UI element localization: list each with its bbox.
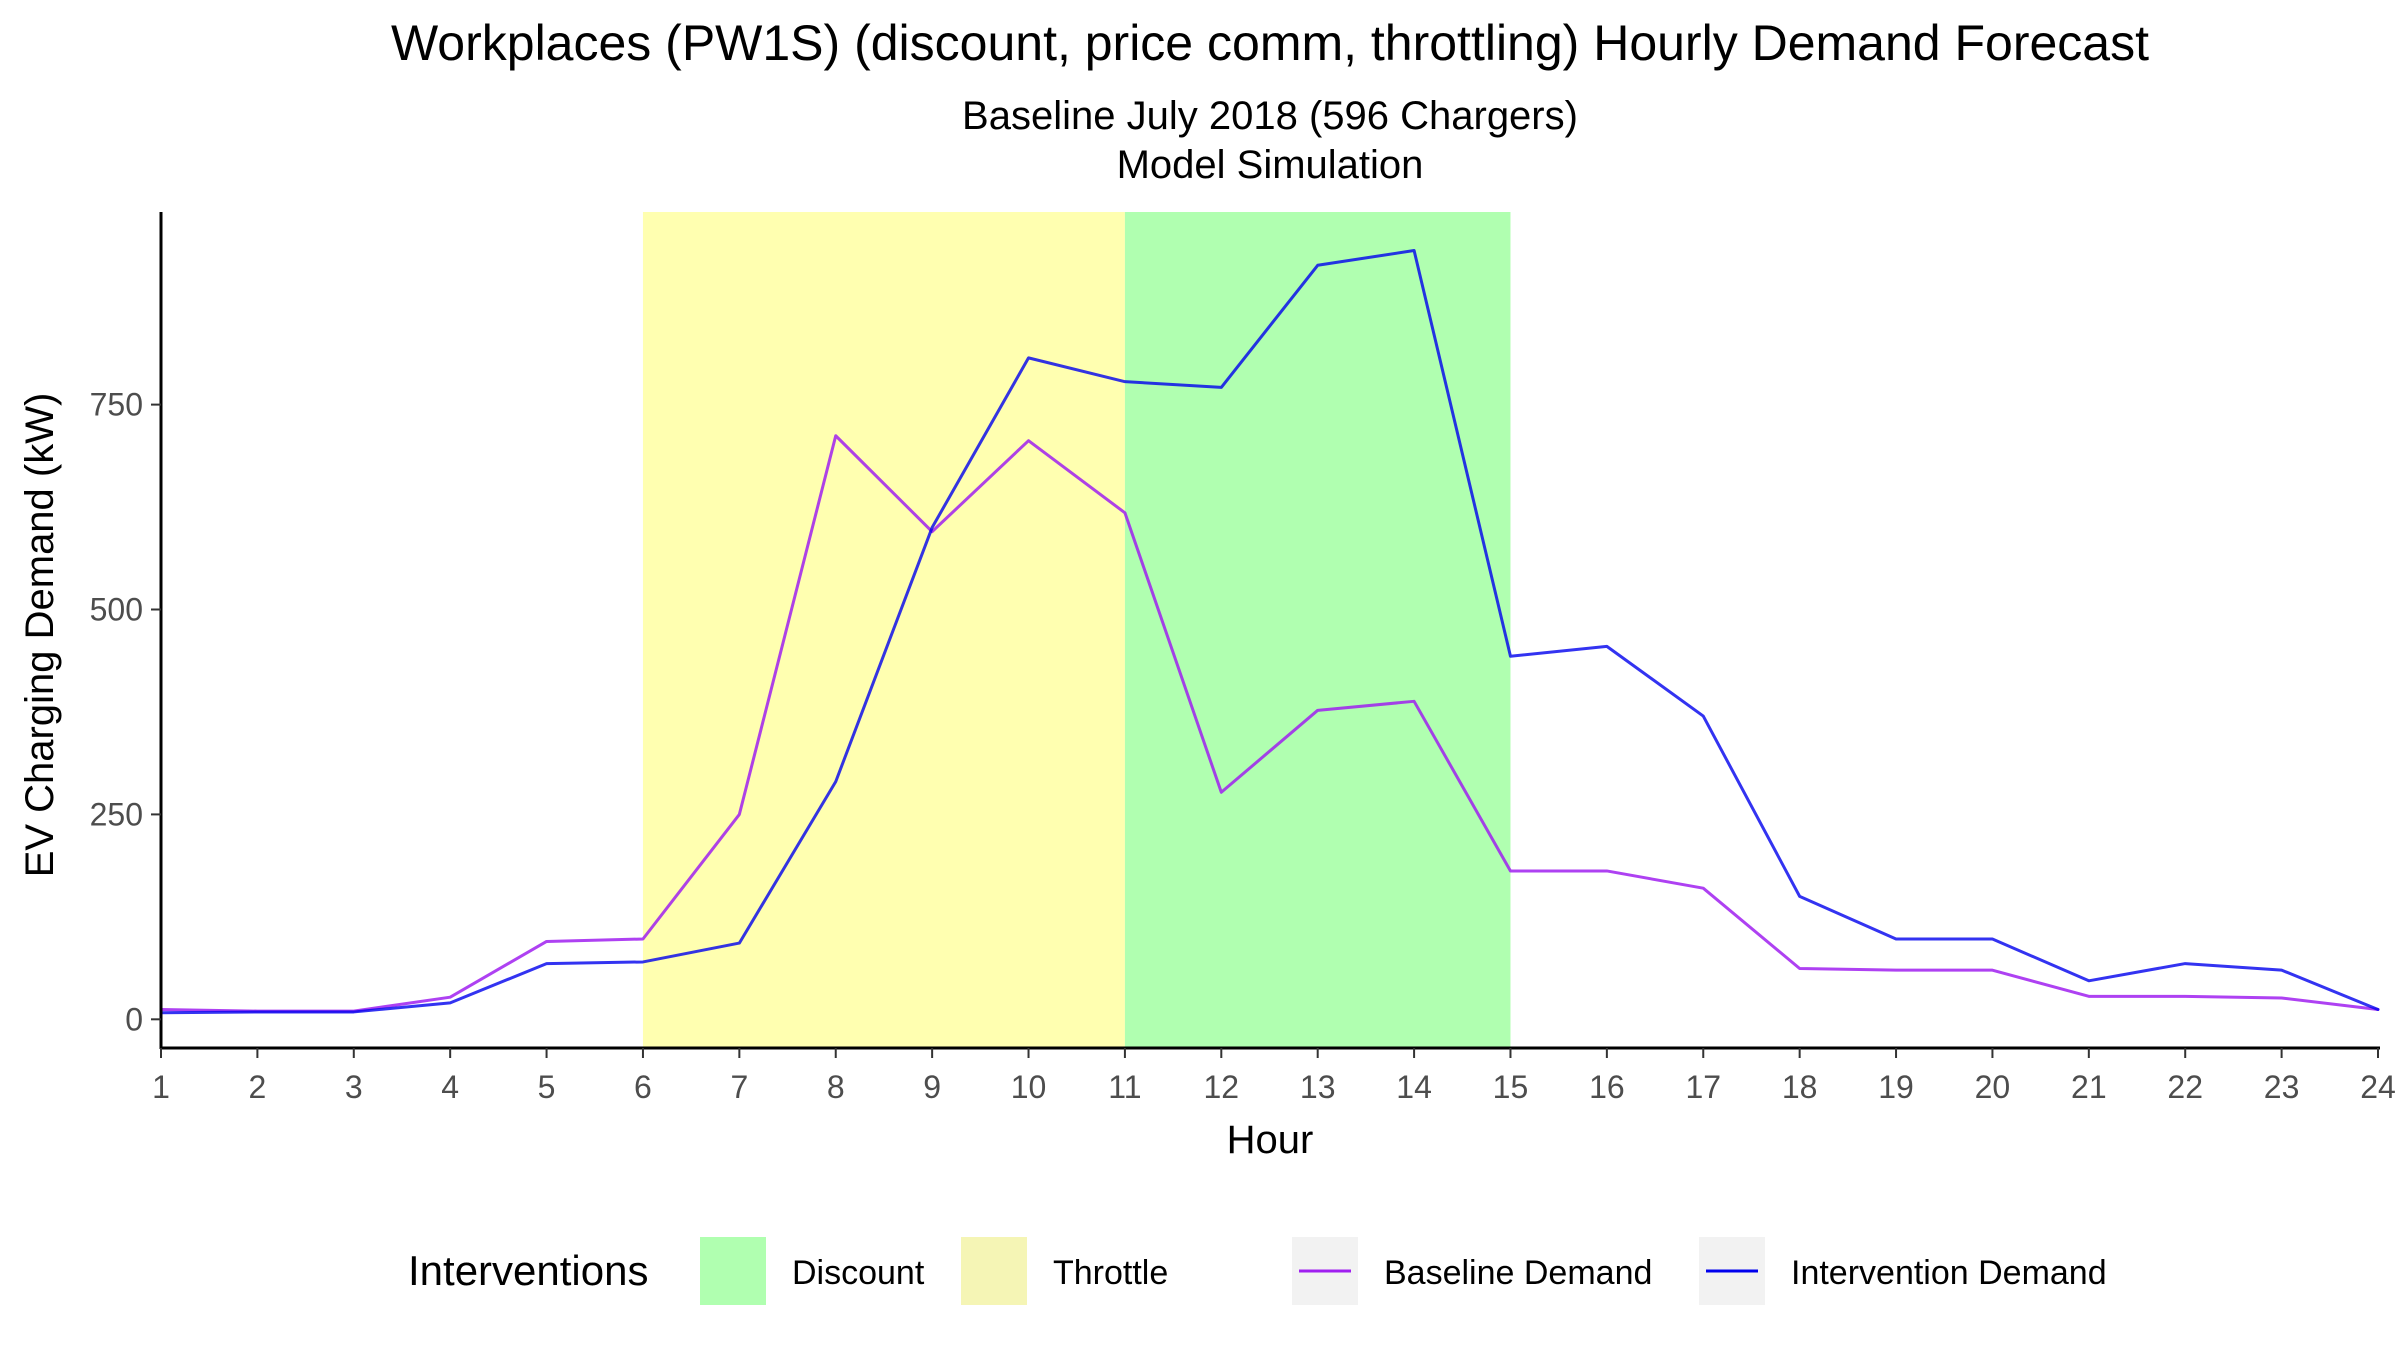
legend-label-intervention-demand: Intervention Demand: [1791, 1254, 2107, 1292]
chart-title: Workplaces (PW1S) (discount, price comm,…: [391, 15, 2149, 71]
x-tick-label: 15: [1493, 1069, 1529, 1105]
x-tick-label: 23: [2264, 1069, 2300, 1105]
x-tick-label: 3: [345, 1069, 363, 1105]
y-tick-label: 250: [90, 796, 143, 832]
chart-subtitle-line-1: Baseline July 2018 (596 Chargers): [962, 94, 1578, 138]
legend-label-throttle: Throttle: [1053, 1254, 1168, 1292]
x-tick-label: 13: [1300, 1069, 1336, 1105]
x-tick-label: 7: [730, 1069, 748, 1105]
x-tick-label: 1: [152, 1069, 170, 1105]
x-tick-label: 16: [1589, 1069, 1625, 1105]
x-tick-label: 12: [1204, 1069, 1240, 1105]
x-tick-label: 19: [1878, 1069, 1914, 1105]
x-tick-label: 9: [923, 1069, 941, 1105]
x-tick-label: 20: [1975, 1069, 2011, 1105]
x-tick-label: 22: [2167, 1069, 2203, 1105]
legend-key-throttle: [961, 1237, 1027, 1305]
y-tick-label: 500: [90, 592, 143, 628]
x-tick-label: 11: [1108, 1069, 1141, 1105]
x-tick-label: 18: [1782, 1069, 1818, 1105]
x-tick-label: 24: [2360, 1069, 2396, 1105]
x-tick-label: 5: [538, 1069, 556, 1105]
y-tick-label: 0: [125, 1001, 143, 1037]
x-tick-label: 8: [827, 1069, 845, 1105]
intervention-bands: [643, 212, 1511, 1048]
x-tick-label: 17: [1685, 1069, 1721, 1105]
legend: Interventions Discount Throttle Baseline De…: [408, 1237, 2107, 1305]
x-tick-label: 14: [1396, 1069, 1432, 1105]
y-tick-label: 750: [90, 387, 143, 423]
x-tick-label: 6: [634, 1069, 652, 1105]
x-tick-label: 10: [1011, 1069, 1047, 1105]
x-axis-title: Hour: [1227, 1118, 1314, 1162]
y-axis-title: EV Charging Demand (kW): [18, 393, 62, 878]
intervention-band-discount: [1125, 212, 1511, 1048]
intervention-band-throttle: [643, 212, 1125, 1048]
chart-subtitle-line-2: Model Simulation: [1117, 143, 1424, 187]
legend-label-baseline-demand: Baseline Demand: [1384, 1254, 1652, 1292]
x-tick-label: 21: [2071, 1069, 2107, 1105]
legend-title: Interventions: [408, 1247, 648, 1294]
x-tick-label: 4: [441, 1069, 459, 1105]
legend-key-discount: [700, 1237, 766, 1305]
x-tick-label: 2: [248, 1069, 266, 1105]
legend-label-discount: Discount: [792, 1254, 925, 1292]
